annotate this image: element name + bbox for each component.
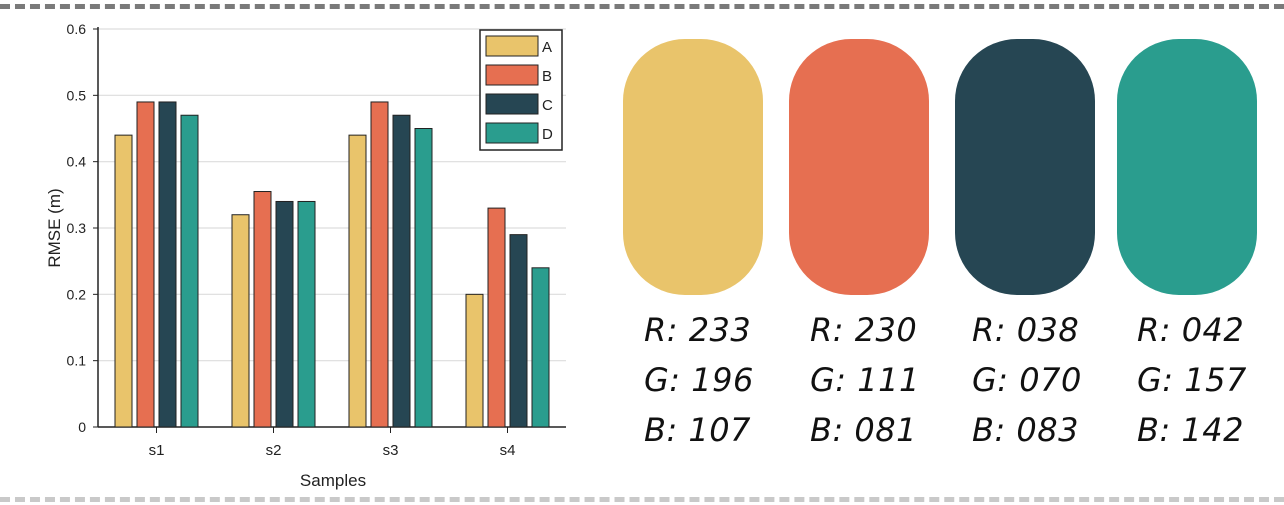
swatch-2-b: B: 081 (810, 411, 917, 449)
swatch-3-b: B: 083 (972, 411, 1079, 449)
bar-B-s1 (136, 101, 155, 428)
legend-label-B: B (542, 68, 552, 85)
swatch-1 (623, 39, 763, 295)
bar-B-s2 (253, 191, 272, 428)
swatch-2 (789, 39, 929, 295)
x-tick-label: s1 (149, 442, 165, 459)
bar-D-s2 (297, 200, 316, 428)
bar-A-s4 (465, 293, 484, 428)
swatch-3-g: G: 070 (972, 361, 1082, 399)
x-tick-label: s3 (383, 442, 399, 459)
swatch-3-r: R: 038 (972, 311, 1080, 349)
bar-C-s1 (158, 101, 177, 428)
swatch-4-g: G: 157 (1137, 361, 1247, 399)
y-tick-label: 0.5 (67, 87, 87, 103)
top-dashed-border (0, 4, 1284, 9)
y-tick-label: 0.6 (67, 21, 87, 37)
x-tick-label: s2 (266, 442, 282, 459)
swatch-1-g: G: 196 (644, 361, 754, 399)
swatch-1-r: R: 233 (644, 311, 752, 349)
legend-swatch-B (485, 64, 539, 86)
legend-label-D: D (542, 126, 553, 143)
swatch-4-b: B: 142 (1137, 411, 1244, 449)
bar-D-s4 (531, 267, 550, 428)
bar-A-s3 (348, 134, 367, 428)
bar-C-s2 (275, 200, 294, 428)
legend-label-C: C (542, 97, 553, 114)
y-tick-label: 0 (78, 419, 86, 435)
legend-label-A: A (542, 39, 552, 56)
y-tick-label: 0.3 (67, 220, 87, 236)
y-tick-label: 0.4 (67, 154, 87, 170)
swatch-1-b: B: 107 (644, 411, 751, 449)
swatch-4 (1117, 39, 1257, 295)
y-axis-label: RMSE (m) (45, 188, 64, 267)
bar-B-s3 (370, 101, 389, 428)
swatch-3 (955, 39, 1095, 295)
bar-C-s4 (509, 234, 528, 428)
bar-A-s2 (231, 214, 250, 428)
swatch-4-r: R: 042 (1137, 311, 1245, 349)
bar-C-s3 (392, 114, 411, 428)
swatch-2-r: R: 230 (810, 311, 918, 349)
bar-D-s3 (414, 128, 433, 428)
legend-swatch-D (485, 122, 539, 144)
bottom-dashed-border (0, 497, 1284, 502)
y-tick-label: 0.2 (67, 286, 87, 302)
legend-swatch-C (485, 93, 539, 115)
bar-D-s1 (180, 114, 199, 428)
rmse-bar-chart: 0 0.1 0.2 0.3 0.4 0.5 0.6 s1 s2 s3 s4 Samples RMSE (… (45, 21, 566, 490)
x-tick-label: s4 (500, 442, 516, 459)
bar-A-s1 (114, 134, 133, 428)
y-tick-label: 0.1 (67, 353, 87, 369)
bar-B-s4 (487, 207, 506, 428)
x-axis-label: Samples (300, 471, 366, 490)
swatch-2-g: G: 111 (810, 361, 920, 399)
legend-swatch-A (485, 35, 539, 57)
